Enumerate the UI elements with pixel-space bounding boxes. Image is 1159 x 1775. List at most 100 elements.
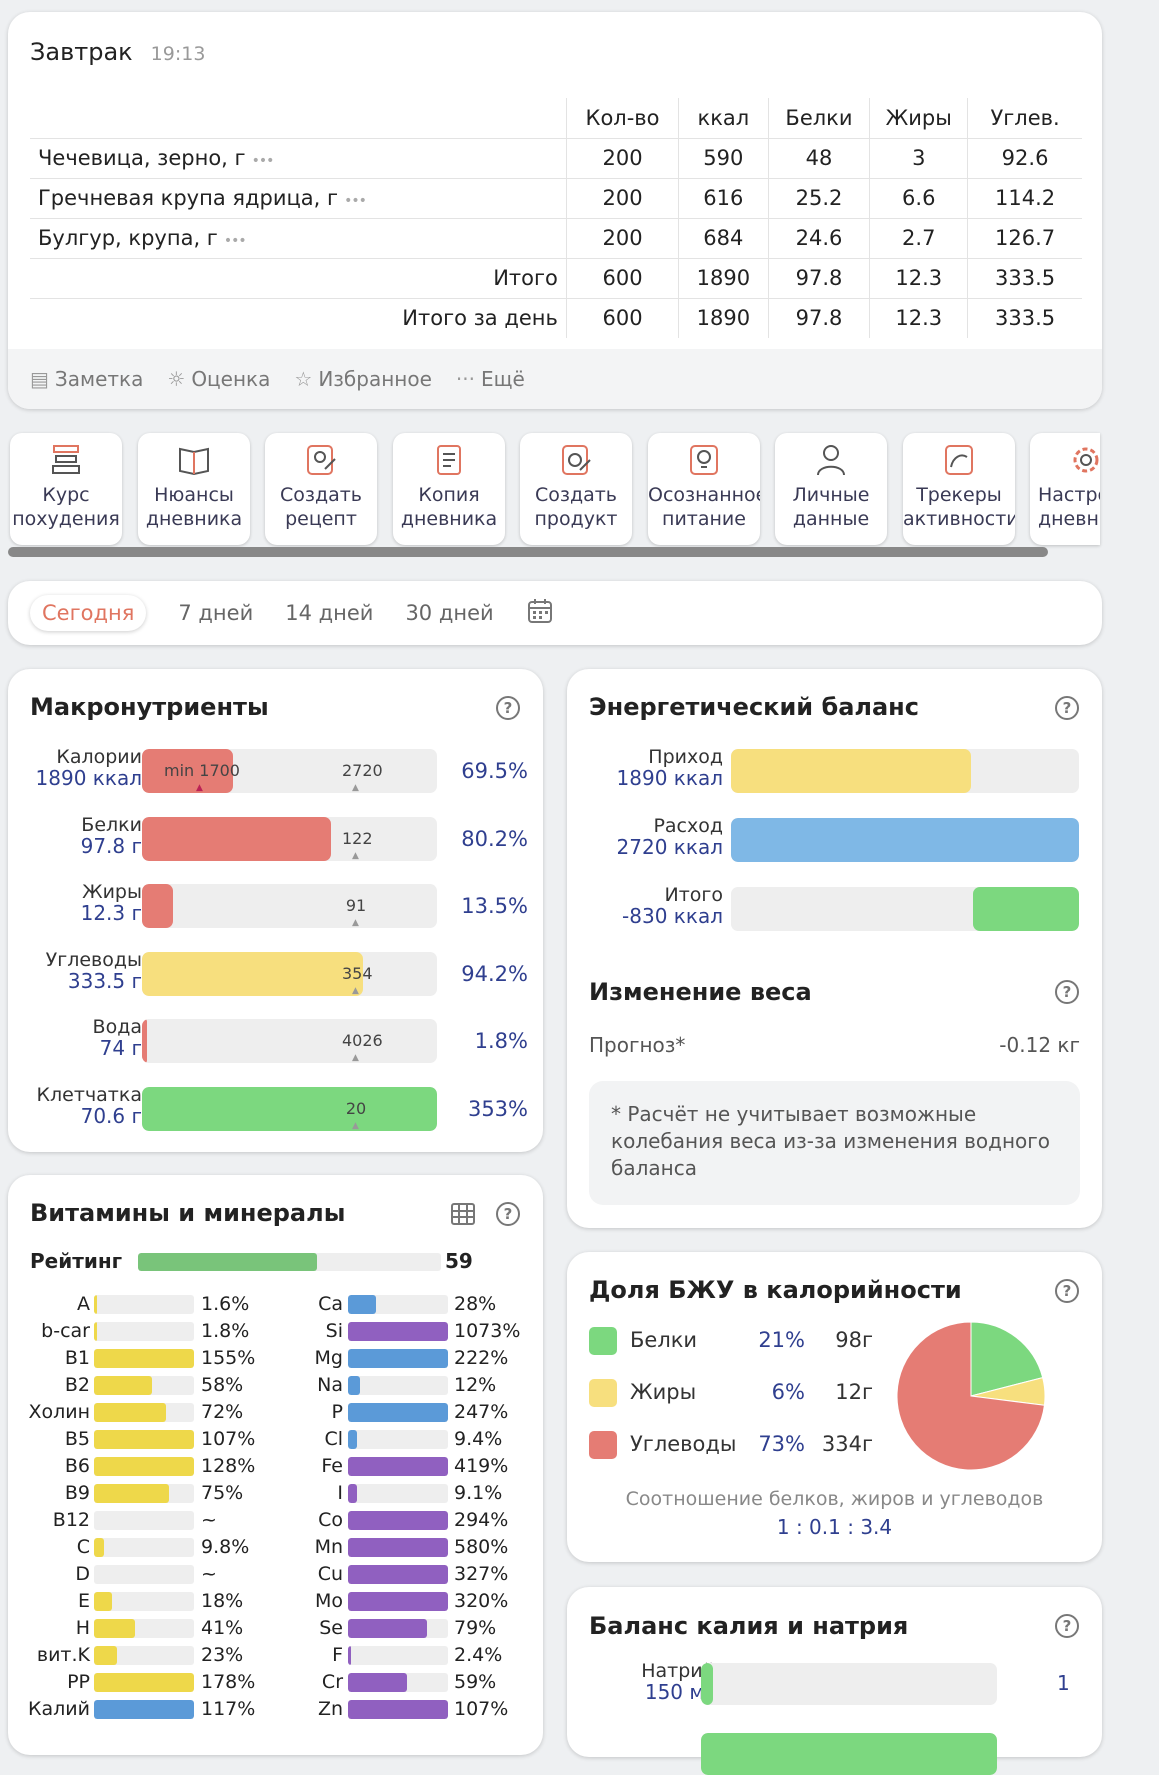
cell-carb: 114.2 bbox=[967, 178, 1082, 219]
day-total-fat: 12.3 bbox=[869, 298, 968, 338]
period-7[interactable]: 7 дней bbox=[178, 601, 254, 625]
vitamin-bar bbox=[348, 1538, 448, 1557]
vitamin-bar-fill bbox=[348, 1484, 358, 1503]
more-icon[interactable]: ••• bbox=[223, 233, 247, 249]
kna-result: 1 bbox=[1057, 1671, 1070, 1695]
tile-diary-settings[interactable]: Настродневн bbox=[1030, 433, 1100, 545]
star-icon: ☆ bbox=[294, 367, 313, 391]
rate-button[interactable]: ☼ Оценка bbox=[167, 367, 270, 391]
sodium-bar bbox=[701, 1663, 997, 1705]
vitamin-row: b-car 1.8% bbox=[8, 1319, 543, 1343]
quick-menu-scrollbar[interactable] bbox=[8, 547, 1048, 557]
forecast-note: * Расчёт не учитывает возможные колебани… bbox=[589, 1081, 1080, 1205]
potassium-sodium-card: Баланс калия и натрия ? Натрий 150 мг 1 bbox=[567, 1587, 1102, 1775]
vitamin-bar-fill bbox=[348, 1700, 448, 1719]
period-30[interactable]: 30 дней bbox=[405, 601, 494, 625]
note-button[interactable]: ▤ Заметка bbox=[30, 367, 143, 391]
help-icon[interactable]: ? bbox=[1055, 980, 1079, 1004]
help-icon[interactable]: ? bbox=[1055, 1614, 1079, 1638]
macro-value: 97.8 г bbox=[80, 833, 142, 858]
macro-percent: 94.2% bbox=[461, 961, 528, 986]
vitamin-percent: 9.8% bbox=[201, 1536, 250, 1558]
vitamin-bar bbox=[94, 1403, 194, 1422]
vitamin-bar bbox=[348, 1565, 448, 1584]
vitamin-name: Zn bbox=[317, 1698, 343, 1720]
energy-bar-fill bbox=[731, 749, 972, 793]
macro-target: 20 bbox=[345, 1098, 367, 1118]
food-name[interactable]: Чечевица, зерно, г bbox=[38, 146, 246, 170]
help-icon[interactable]: ? bbox=[1055, 696, 1079, 720]
macro-value: 70.6 г bbox=[80, 1103, 142, 1128]
cell-qty[interactable]: 200 bbox=[565, 178, 679, 219]
vitamin-bar bbox=[348, 1457, 448, 1476]
more-icon[interactable]: ••• bbox=[251, 153, 275, 169]
vitamin-bar bbox=[348, 1619, 448, 1638]
macro-target: 354 bbox=[342, 963, 373, 983]
scale-icon bbox=[48, 443, 84, 477]
energy-card: Энергетический баланс ? Приход 1890 ккал Р… bbox=[567, 669, 1102, 1228]
tile-mindful-eating[interactable]: Осознанное питание bbox=[648, 433, 760, 545]
vitamins-card: Витамины и минералы ? Рейтинг 59 A 1.6% b-… bbox=[8, 1175, 543, 1755]
vitamin-name: C bbox=[76, 1536, 90, 1558]
tile-diary-copy[interactable]: Копия дневника bbox=[393, 433, 505, 545]
vitamin-percent: 419% bbox=[454, 1455, 509, 1477]
food-name[interactable]: Булгур, крупа, г bbox=[38, 226, 218, 250]
tile-personal-data[interactable]: Личные данные bbox=[775, 433, 887, 545]
vitamin-percent: ~ bbox=[201, 1563, 217, 1585]
macro-bar-fill bbox=[142, 816, 331, 861]
vitamin-row: Co 294% bbox=[8, 1508, 543, 1532]
vitamin-percent: 294% bbox=[454, 1509, 509, 1531]
more-label: Ещё bbox=[480, 367, 525, 391]
more-icon[interactable]: ••• bbox=[344, 193, 367, 209]
tile-label-line2: данные bbox=[792, 508, 870, 530]
macro-bar-fill bbox=[142, 884, 173, 928]
food-name[interactable]: Гречневая крупа ядрица, г bbox=[38, 186, 339, 210]
favorite-button[interactable]: ☆ Избранное bbox=[294, 367, 432, 391]
target-marker-icon: ▲ bbox=[352, 918, 359, 928]
table-row[interactable]: Чечевица, зерно, г ••• 200 590 48 3 92.6 bbox=[30, 138, 1082, 179]
cell-qty[interactable]: 200 bbox=[565, 218, 679, 259]
vitamin-bar bbox=[348, 1376, 448, 1395]
table-view-icon[interactable] bbox=[451, 1203, 475, 1229]
vitamin-row: C 9.8% bbox=[8, 1535, 543, 1559]
help-icon[interactable]: ? bbox=[496, 1202, 520, 1226]
vitamin-percent: 75% bbox=[201, 1482, 244, 1504]
tile-label-line1: Трекеры bbox=[916, 484, 1002, 506]
tile-create-product[interactable]: Создать продукт bbox=[520, 433, 632, 545]
vitamin-bar-fill bbox=[94, 1592, 112, 1611]
more-button[interactable]: ··· Ещё bbox=[456, 367, 525, 391]
table-row[interactable]: Гречневая крупа ядрица, г ••• 200 616 25.… bbox=[30, 178, 1082, 219]
meal-table-header: Кол-во ккал Белки Жиры Углев. bbox=[30, 98, 1082, 139]
period-14[interactable]: 14 дней bbox=[285, 601, 374, 625]
vitamin-row: B2 58% bbox=[8, 1373, 543, 1397]
macro-percent: 353% bbox=[467, 1096, 528, 1121]
table-row[interactable]: Булгур, крупа, г ••• 200 684 24.6 2.7 126… bbox=[30, 218, 1082, 259]
tile-weight-course[interactable]: Курс похудения bbox=[10, 433, 122, 545]
pie-slice-2 bbox=[896, 1321, 1045, 1471]
cell-kcal: 590 bbox=[678, 138, 769, 179]
day-total-row: Итого за день 600 1890 97.8 12.3 333.5 bbox=[30, 298, 1082, 338]
tile-label-line2: активности bbox=[903, 508, 1015, 530]
period-today[interactable]: Сегодня bbox=[30, 595, 147, 631]
macro-label: Жиры 12.3 г bbox=[18, 882, 142, 924]
help-icon[interactable]: ? bbox=[496, 696, 520, 720]
vitamin-bar bbox=[94, 1484, 194, 1503]
macro-label: Углеводы 333.5 г bbox=[18, 949, 142, 992]
vitamin-name: H bbox=[75, 1617, 90, 1639]
vitamin-bar bbox=[94, 1349, 194, 1368]
cell-qty[interactable]: 200 bbox=[565, 138, 679, 179]
chef-icon bbox=[303, 443, 339, 477]
macro-target: 2720 bbox=[342, 761, 383, 780]
vitamin-name: P bbox=[331, 1401, 343, 1423]
tile-diary-nuances[interactable]: Нюансы дневника bbox=[138, 433, 250, 545]
vitamin-bar-fill bbox=[348, 1430, 358, 1449]
vitamin-percent: 23% bbox=[201, 1644, 244, 1666]
tile-create-recipe[interactable]: Создать рецепт bbox=[265, 433, 377, 545]
vitamin-percent: 41% bbox=[201, 1617, 244, 1639]
vitamin-bar bbox=[94, 1619, 194, 1638]
help-icon[interactable]: ? bbox=[1055, 1279, 1079, 1303]
energy-value: 2720 ккал bbox=[616, 835, 723, 859]
energy-title: Энергетический баланс bbox=[589, 693, 919, 721]
tile-activity-trackers[interactable]: Трекеры активности bbox=[903, 433, 1015, 545]
calendar-icon[interactable] bbox=[526, 597, 554, 630]
